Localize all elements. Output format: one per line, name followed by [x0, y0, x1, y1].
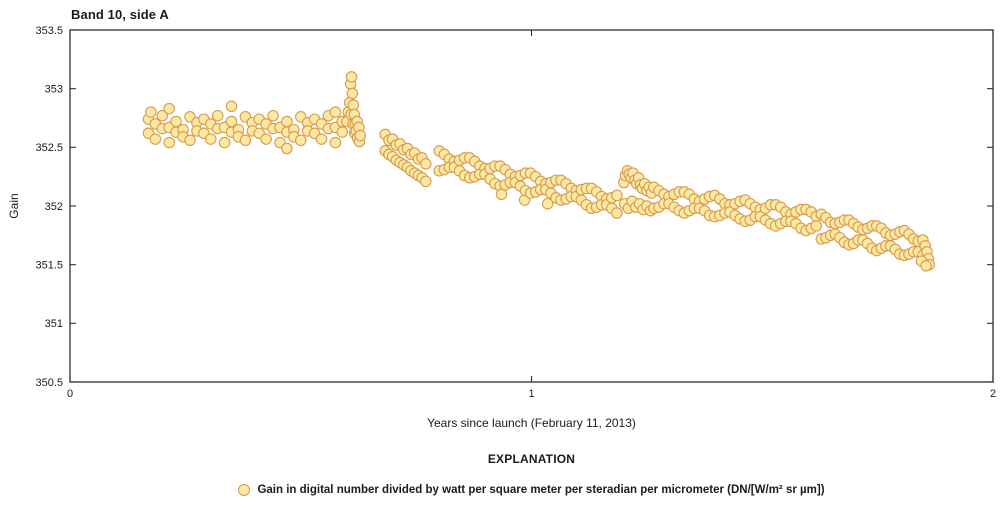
scatter-plot: 0 1 2 350.5 351 351.5 352 352.5 353 353.5 [35, 25, 996, 400]
x-tick-label: 1 [528, 388, 534, 400]
y-tick-label: 351 [45, 318, 63, 330]
y-tick-label: 351.5 [35, 259, 63, 271]
x-tick-label: 2 [990, 388, 996, 400]
y-axis-title: Gain [7, 193, 21, 219]
y-tick-label: 353 [45, 83, 63, 95]
tick-labels: 0 1 2 350.5 351 351.5 352 352.5 353 353.5 [35, 25, 996, 400]
legend-row: Gain in digital number divided by watt p… [70, 484, 993, 497]
y-tick-label: 350.5 [35, 377, 63, 389]
explanation-heading: EXPLANATION [487, 452, 576, 466]
plot-frame [69, 29, 994, 383]
data-points-layer [142, 71, 936, 272]
y-tick-label: 352.5 [35, 142, 63, 154]
legend-circle-marker-icon [238, 484, 251, 497]
x-tick-label: 0 [67, 388, 73, 400]
y-tick-label: 352 [45, 201, 63, 213]
y-tick-label: 353.5 [35, 25, 63, 37]
x-axis-title: Years since launch (February 11, 2013) [427, 416, 636, 430]
legend-label: Gain in digital number divided by watt p… [257, 484, 825, 496]
chart-title: Band 10, side A [71, 7, 169, 22]
axis-ticks [69, 29, 994, 383]
